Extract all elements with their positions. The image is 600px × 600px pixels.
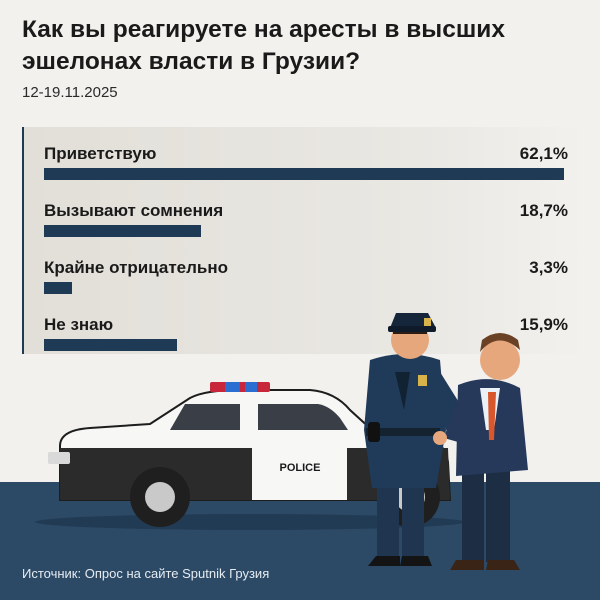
category-label: Вызывают сомнения <box>44 201 224 220</box>
bar <box>44 339 178 351</box>
source-note: Источник: Опрос на сайте Sputnik Грузия <box>22 566 270 581</box>
car-police-text: POLICE <box>280 462 321 474</box>
bar <box>44 168 564 180</box>
value-label: 3,3% <box>529 258 568 277</box>
chart-title: Как вы реагируете на аресты в высших эше… <box>22 16 505 75</box>
survey-date: 12-19.11.2025 <box>22 84 118 101</box>
value-label: 62,1% <box>519 144 568 163</box>
arrested-man-illustration <box>433 333 528 570</box>
result-row: Не знаю 15,9% <box>44 301 568 358</box>
results-panel: Приветствую 62,1% Вызывают сомнения 18,7… <box>22 127 584 354</box>
category-label: Не знаю <box>44 315 114 334</box>
category-label: Крайне отрицательно <box>44 258 229 277</box>
police-officer-illustration <box>364 313 470 566</box>
value-label: 15,9% <box>519 315 568 334</box>
value-label: 18,7% <box>519 201 568 220</box>
category-label: Приветствую <box>44 144 157 163</box>
bar <box>44 282 72 294</box>
result-row: Вызывают сомнения 18,7% <box>44 187 568 244</box>
result-row: Приветствую 62,1% <box>44 130 568 187</box>
result-row: Крайне отрицательно 3,3% <box>44 244 568 301</box>
bar <box>44 225 201 237</box>
